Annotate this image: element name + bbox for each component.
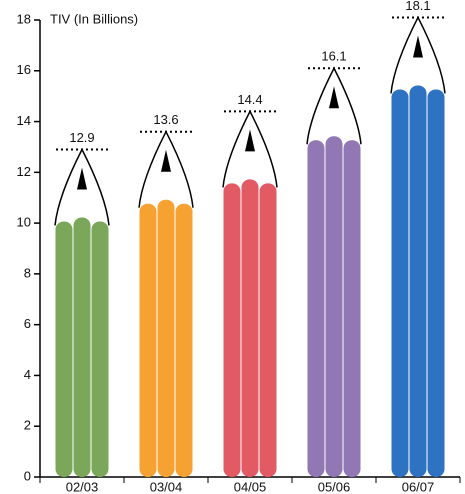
pencil-body	[55, 221, 73, 477]
pencil-body	[241, 179, 259, 477]
value-label: 13.6	[153, 112, 178, 127]
pencil-lead	[161, 149, 171, 172]
pencil-body	[175, 203, 193, 477]
pencil-lead	[77, 167, 87, 190]
pencil-body	[259, 183, 277, 477]
pencil-lead	[413, 35, 423, 58]
pencil-body	[325, 136, 343, 477]
y-tick-label: 10	[17, 215, 31, 230]
pencil-body	[343, 140, 361, 477]
pencil-lead	[245, 129, 255, 152]
pencil-body	[223, 183, 241, 477]
pencil	[138, 130, 194, 477]
pencil	[54, 147, 110, 477]
pencil-body	[307, 140, 325, 477]
pencil-body	[391, 89, 409, 477]
pencil-body	[157, 199, 175, 477]
x-tick-label: 05/06	[318, 479, 351, 494]
value-label: 14.4	[237, 92, 262, 107]
y-tick-label: 4	[24, 367, 31, 382]
y-tick-label: 18	[17, 11, 31, 26]
pencil	[222, 109, 278, 477]
value-label: 16.1	[321, 49, 346, 64]
pencil	[390, 15, 446, 477]
y-tick-label: 0	[24, 468, 31, 483]
pencil-body	[139, 203, 157, 477]
x-tick-label: 06/07	[402, 479, 435, 494]
y-tick-label: 14	[17, 113, 31, 128]
y-tick-label: 12	[17, 164, 31, 179]
pencil-body	[427, 89, 445, 477]
y-tick-label: 16	[17, 62, 31, 77]
pencil-body	[91, 221, 109, 477]
value-label: 18.1	[405, 0, 430, 13]
y-tick-label: 8	[24, 265, 31, 280]
y-tick-label: 2	[24, 418, 31, 433]
x-tick-label: 03/04	[150, 479, 183, 494]
y-axis-label: TIV (In Billions)	[50, 11, 138, 26]
pencil	[306, 66, 362, 477]
x-tick-label: 04/05	[234, 479, 267, 494]
x-tick-label: 02/03	[66, 479, 99, 494]
pencil-body	[409, 85, 427, 477]
y-tick-label: 6	[24, 316, 31, 331]
pencil-lead	[329, 86, 339, 109]
pencil-body	[73, 217, 91, 477]
value-label: 12.9	[69, 130, 94, 145]
